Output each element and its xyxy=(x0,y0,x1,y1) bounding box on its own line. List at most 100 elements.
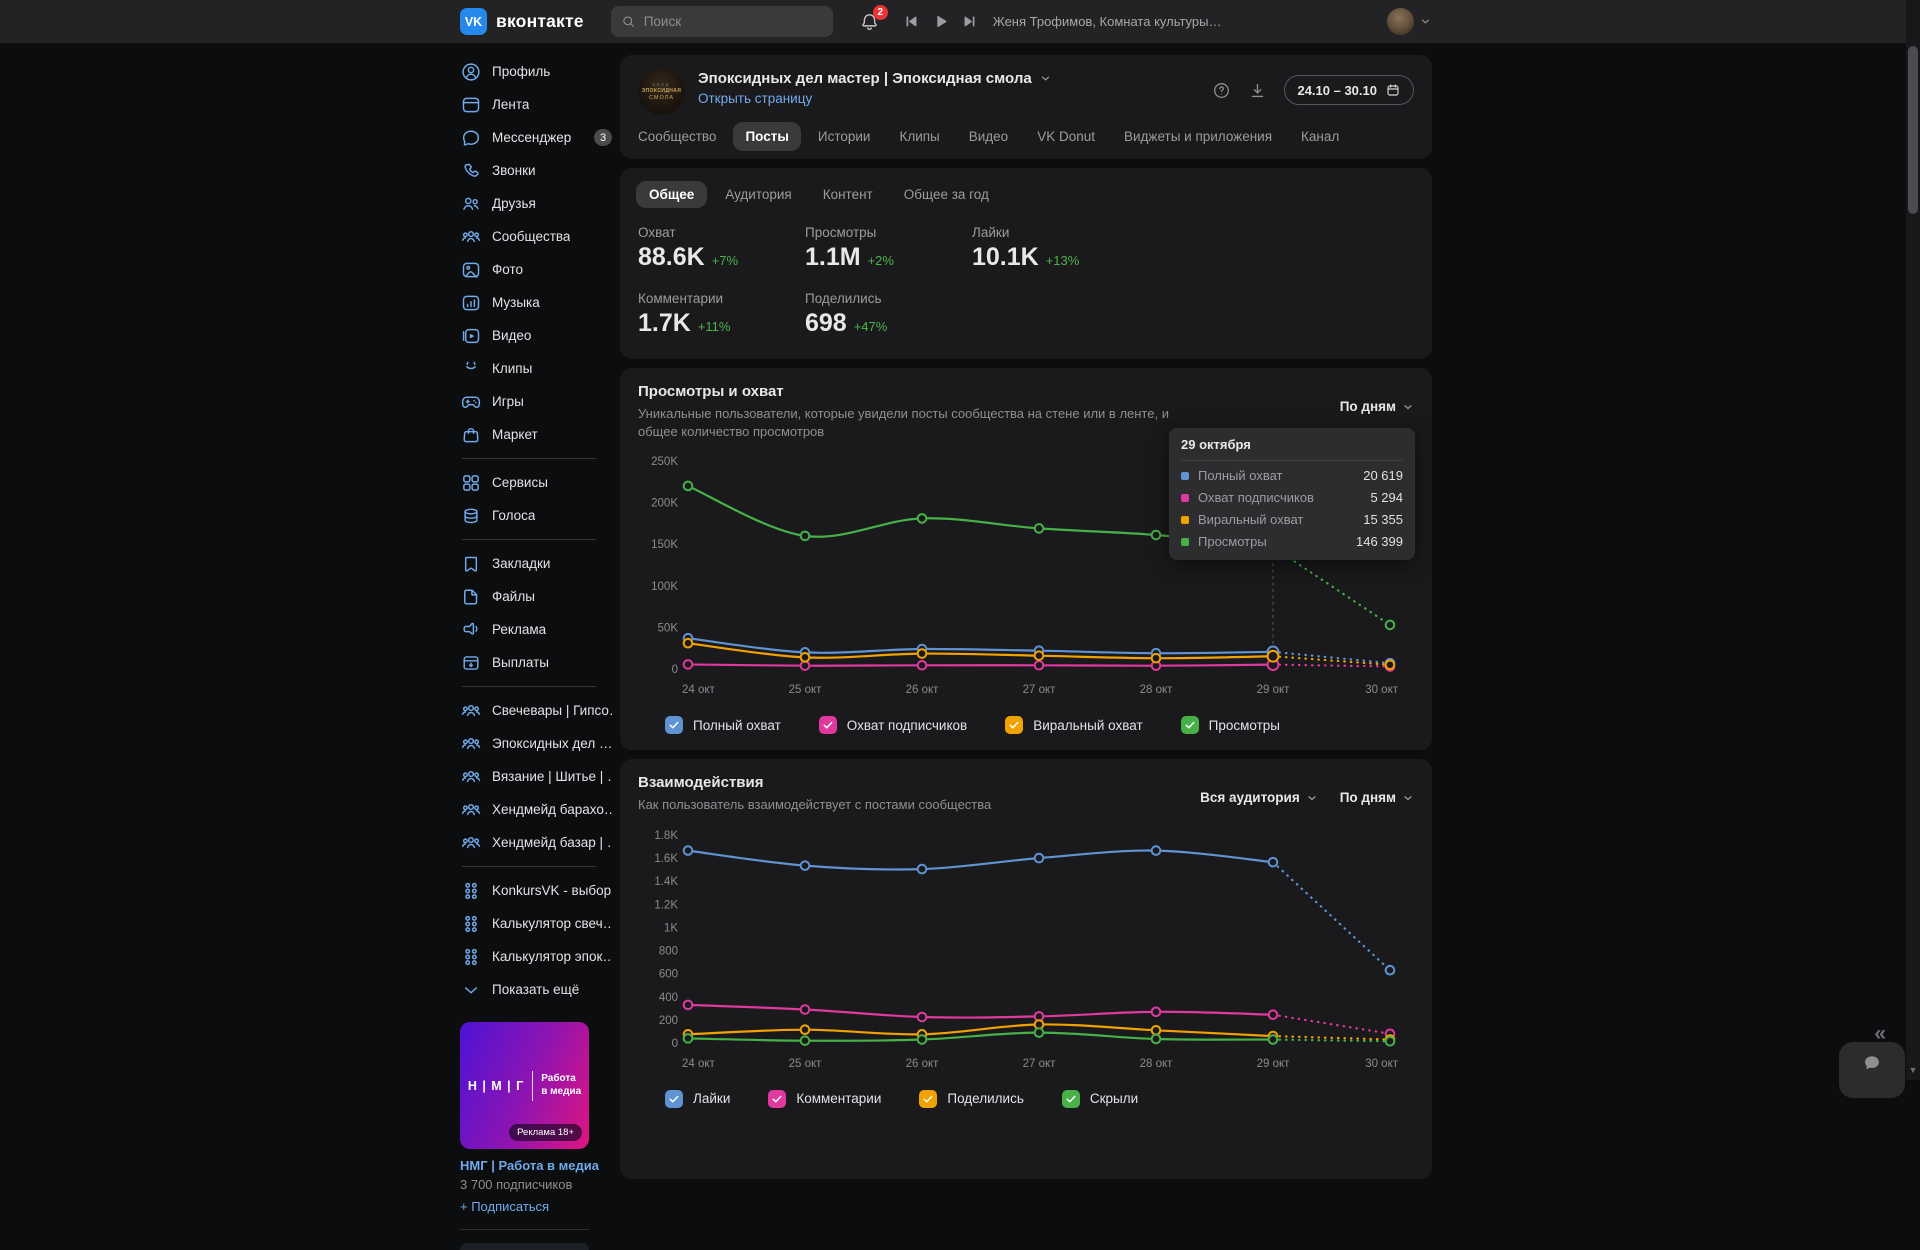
checkbox-checked-icon[interactable] xyxy=(665,1089,683,1108)
notifications-button[interactable]: 2 xyxy=(859,5,888,32)
sidebar-item-payouts[interactable]: Выплаты xyxy=(460,646,612,679)
interactions-chart[interactable]: 0 200 400 600 800 1K 1.2K 1.4K 1.6K 1.8K 24 окт 25 … xyxy=(638,819,1412,1081)
sidebar-item-video[interactable]: Видео xyxy=(460,319,612,352)
now-playing-track[interactable]: Женя Трофимов, Комната культуры… xyxy=(992,14,1222,29)
sidebar-item-games[interactable]: Игры xyxy=(460,385,612,418)
global-search[interactable] xyxy=(610,6,833,37)
tab-сообщество[interactable]: Сообщество xyxy=(638,129,717,144)
download-icon[interactable] xyxy=(1248,81,1267,100)
vk-wordmark[interactable]: вконтакте xyxy=(496,11,584,31)
tab-виджеты-и-приложения[interactable]: Виджеты и приложения xyxy=(1124,129,1273,144)
sidebar-item-votes[interactable]: Голоса xyxy=(460,499,612,532)
sidebar-item-app-konkursvk[interactable]: KonkursVK - выбор… xyxy=(460,874,612,907)
sidebar-item-app-calc-svech[interactable]: Калькулятор свеч… xyxy=(460,907,612,940)
collapse-sidebar-button[interactable]: « xyxy=(1874,1022,1886,1045)
checkbox-checked-icon[interactable] xyxy=(1061,1089,1080,1108)
checkbox-checked-icon[interactable] xyxy=(768,1089,787,1108)
sidebar-item-clips[interactable]: Клипы xyxy=(460,352,612,385)
interactions-legend-скрыли[interactable]: Скрыли xyxy=(1061,1089,1138,1108)
sidebar-item-show-more[interactable]: Показать ещё xyxy=(460,973,612,1006)
reach-legend-просмотры[interactable]: Просмотры xyxy=(1180,716,1280,735)
tooltip-series-value: 20 619 xyxy=(1363,468,1403,483)
metric-label: Комментарии xyxy=(638,291,724,306)
page-scrollbar[interactable]: ▼ xyxy=(1906,0,1920,1080)
sidebar-item-communities[interactable]: Сообщества xyxy=(460,220,612,253)
tab-vk-donut[interactable]: VK Donut xyxy=(1037,129,1095,144)
stats-tab-общее[interactable]: Общее xyxy=(636,181,708,208)
tab-клипы[interactable]: Клипы xyxy=(899,129,940,144)
tab-канал[interactable]: Канал xyxy=(1301,129,1340,144)
period-dropdown[interactable]: По дням xyxy=(1340,790,1414,805)
sidebar-item-ads[interactable]: Реклама xyxy=(460,613,612,646)
ad-subscribe-button[interactable]: + Подписаться xyxy=(460,1199,550,1214)
sidebar-item-friends[interactable]: Друзья xyxy=(460,187,612,220)
communities-icon xyxy=(460,766,482,788)
reach-legend-охват-подписчиков[interactable]: Охват подписчиков xyxy=(818,716,967,735)
sidebar-item-bookmarks[interactable]: Закладки xyxy=(460,547,612,580)
sidebar-item-music[interactable]: Музыка xyxy=(460,286,612,319)
sidebar-item-feed[interactable]: Лента xyxy=(460,88,612,121)
audience-dropdown[interactable]: Вся аудитория xyxy=(1200,790,1318,805)
sidebar-item-messenger[interactable]: Мессенджер 3 xyxy=(460,121,612,154)
sidebar-item-market[interactable]: Маркет xyxy=(460,418,612,451)
sidebar-item-files[interactable]: Файлы xyxy=(460,580,612,613)
scroll-down-arrow[interactable]: ▼ xyxy=(1908,1065,1918,1075)
interactions-card: Взаимодействия Как пользователь взаимоде… xyxy=(620,759,1432,1180)
sidebar-item-profile[interactable]: Профиль xyxy=(460,55,612,88)
svg-text:28 окт: 28 окт xyxy=(1140,1058,1174,1070)
tooltip-series-value: 5 294 xyxy=(1370,490,1403,505)
help-icon[interactable] xyxy=(1212,81,1231,100)
tab-видео[interactable]: Видео xyxy=(968,129,1009,144)
sidebar-item-app-calc-epoxy[interactable]: Калькулятор эпок… xyxy=(460,940,612,973)
ad-community-link[interactable]: НМГ | Работа в медиа xyxy=(460,1158,599,1173)
reach-legend-виральный-охват[interactable]: Виральный охват xyxy=(1005,716,1143,735)
svg-text:29 окт: 29 окт xyxy=(1257,684,1291,696)
sidebar-item-label: Маркет xyxy=(492,427,538,442)
account-menu[interactable] xyxy=(1387,8,1432,35)
date-range-picker[interactable]: 24.10 – 30.10 xyxy=(1284,75,1414,105)
next-track-icon[interactable] xyxy=(961,13,978,30)
ad-banner-image[interactable]: Н | М | Г Работа в медиа Реклама 18+ xyxy=(460,1022,589,1149)
stats-tab-контент[interactable]: Контент xyxy=(822,187,873,202)
scrollbar-thumb[interactable] xyxy=(1908,46,1918,214)
interactions-legend-поделились[interactable]: Поделились xyxy=(919,1089,1024,1108)
sidebar-item-community-handmade-barakholka[interactable]: Хендмейд барахо… xyxy=(460,793,612,826)
svg-text:24 окт: 24 окт xyxy=(682,1058,716,1070)
sidebar-item-label: Реклама xyxy=(492,622,547,637)
checkbox-checked-icon[interactable] xyxy=(818,716,837,735)
legend-label: Полный охват xyxy=(693,717,781,733)
next-ad-banner-partial[interactable] xyxy=(460,1243,589,1250)
tab-истории[interactable]: Истории xyxy=(817,129,871,144)
stats-tab-аудитория[interactable]: Аудитория xyxy=(725,187,792,202)
previous-track-icon[interactable] xyxy=(903,13,920,30)
checkbox-checked-icon[interactable] xyxy=(665,716,683,735)
sidebar-item-community-svechevary[interactable]: Свечевары | Гипсо… xyxy=(460,694,612,727)
sidebar-item-photos[interactable]: Фото xyxy=(460,253,612,286)
sidebar-item-services[interactable]: Сервисы xyxy=(460,466,612,499)
play-icon[interactable] xyxy=(932,13,949,30)
sidebar-item-community-vyazanie[interactable]: Вязание | Шитье | … xyxy=(460,760,612,793)
checkbox-checked-icon[interactable] xyxy=(919,1089,938,1108)
support-chat-button[interactable] xyxy=(1839,1042,1905,1098)
chart-title: Взаимодействия xyxy=(638,774,764,792)
search-input[interactable] xyxy=(643,14,823,29)
open-page-link[interactable]: Открыть страницу xyxy=(698,91,813,106)
community-avatar[interactable]: КЛУБ ЭПОКСИДНАЯ СМОЛА xyxy=(638,68,685,115)
tab-посты[interactable]: Посты xyxy=(733,122,801,151)
sidebar-item-calls[interactable]: Звонки xyxy=(460,154,612,187)
stats-tab-общее-за-год[interactable]: Общее за год xyxy=(903,187,989,202)
vk-logo[interactable]: VK xyxy=(460,8,487,35)
reach-legend-полный-охват[interactable]: Полный охват xyxy=(665,716,781,735)
checkbox-checked-icon[interactable] xyxy=(1180,716,1199,735)
user-avatar[interactable] xyxy=(1387,8,1414,35)
period-dropdown[interactable]: По дням xyxy=(1340,399,1414,414)
sidebar-item-community-handmade-bazar[interactable]: Хендмейд базар | … xyxy=(460,826,612,859)
sidebar-item-community-epoxy[interactable]: Эпоксидных дел … xyxy=(460,727,612,760)
checkbox-checked-icon[interactable] xyxy=(1005,716,1024,735)
interactions-legend-комментарии[interactable]: Комментарии xyxy=(768,1089,881,1108)
series-swatch xyxy=(1181,515,1189,524)
views-reach-legend: Полный охват Охват подписчиков Виральный о… xyxy=(638,707,1414,745)
community-header-card: КЛУБ ЭПОКСИДНАЯ СМОЛА Эпоксидных дел мас… xyxy=(620,55,1432,159)
interactions-legend-лайки[interactable]: Лайки xyxy=(665,1089,730,1108)
community-title-dropdown[interactable]: Эпоксидных дел мастер | Эпоксидная смола xyxy=(698,70,1052,87)
